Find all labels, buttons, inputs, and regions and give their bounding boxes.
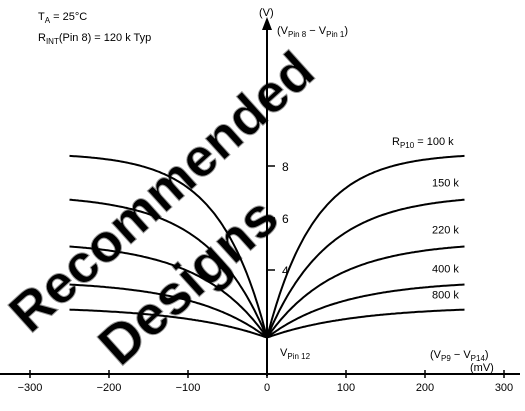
y-tick-label: 8 bbox=[282, 160, 289, 174]
curve-label: RP10 = 100 k bbox=[392, 136, 454, 150]
x-axis-label-end: ) bbox=[485, 349, 489, 361]
x-axis-label: (VP9 − VP14) bbox=[430, 349, 489, 363]
curve-label-prefix: R bbox=[392, 136, 400, 148]
condition-rint-sub: INT bbox=[46, 37, 59, 46]
curve-labels: RP10 = 100 k 150 k 220 k 400 k 800 k bbox=[392, 136, 459, 301]
condition-temperature-rest: = 25°C bbox=[50, 11, 87, 23]
x-axis-unit: (mV) bbox=[470, 362, 494, 374]
curve-label: 150 k bbox=[432, 178, 459, 190]
curve-label-value: 150 k bbox=[432, 178, 459, 190]
y-unit: (V) bbox=[259, 7, 274, 19]
x-axis-label-main: (V bbox=[430, 349, 442, 361]
condition-temperature: TA = 25°C bbox=[38, 11, 87, 25]
x-tick-label: 200 bbox=[416, 382, 434, 394]
vertex-label-sub: Pin 12 bbox=[287, 352, 310, 361]
y-tick-label: 4 bbox=[282, 264, 289, 278]
condition-rint-rest: (Pin 8) = 120 k Typ bbox=[59, 32, 151, 44]
y-tick-label: 6 bbox=[282, 212, 289, 226]
curve-label-value: 100 k bbox=[427, 136, 454, 148]
x-tick-label: −100 bbox=[176, 382, 201, 394]
x-ticks: −300 −200 −100 0 100 200 300 bbox=[18, 370, 513, 394]
x-tick-label: −200 bbox=[97, 382, 122, 394]
condition-rint-main: R bbox=[38, 32, 46, 44]
curve-label-prefix-sub: P10 bbox=[400, 141, 415, 150]
x-tick-label: 300 bbox=[495, 382, 513, 394]
vertex-label: VPin 12 bbox=[280, 347, 311, 361]
curve-label: 800 k bbox=[432, 289, 459, 301]
y-axis-label-sub2: Pin 1 bbox=[326, 30, 345, 39]
x-axis-label-sub2: P14 bbox=[471, 354, 486, 363]
x-tick-label: 100 bbox=[337, 382, 355, 394]
curves bbox=[69, 154, 465, 342]
curve-label-value: 400 k bbox=[432, 263, 459, 275]
y-axis-label: (VPin 8 − VPin 1) bbox=[277, 25, 348, 39]
y-axis-label-sub1: Pin 8 bbox=[288, 30, 307, 39]
y-ticks: 4 6 8 bbox=[267, 160, 289, 278]
condition-rint: RINT(Pin 8) = 120 k Typ bbox=[38, 32, 151, 46]
curve-800k bbox=[69, 308, 465, 339]
y-axis-arrowhead bbox=[262, 17, 272, 30]
curve-label: 220 k bbox=[432, 224, 459, 236]
x-axis-label-sub1: P9 bbox=[441, 354, 451, 363]
condition-temperature-main: T bbox=[38, 11, 45, 23]
x-axis-label-mid: − V bbox=[451, 349, 472, 361]
curve-label-value: 220 k bbox=[432, 224, 459, 236]
y-axis-label-end: ) bbox=[344, 25, 348, 37]
curve-label-prefix-rest: = bbox=[414, 136, 427, 148]
x-tick-label: 0 bbox=[264, 382, 270, 394]
y-axis-label-main: (V bbox=[277, 25, 289, 37]
vertex-label-main: V bbox=[280, 347, 288, 359]
curve-label-value: 800 k bbox=[432, 289, 459, 301]
x-tick-label: −300 bbox=[18, 382, 43, 394]
watermark: Recommended Designs bbox=[0, 40, 326, 378]
condition-temperature-sub: A bbox=[45, 16, 51, 25]
curve-label: 400 k bbox=[432, 263, 459, 275]
y-axis-label-mid: − V bbox=[306, 25, 327, 37]
